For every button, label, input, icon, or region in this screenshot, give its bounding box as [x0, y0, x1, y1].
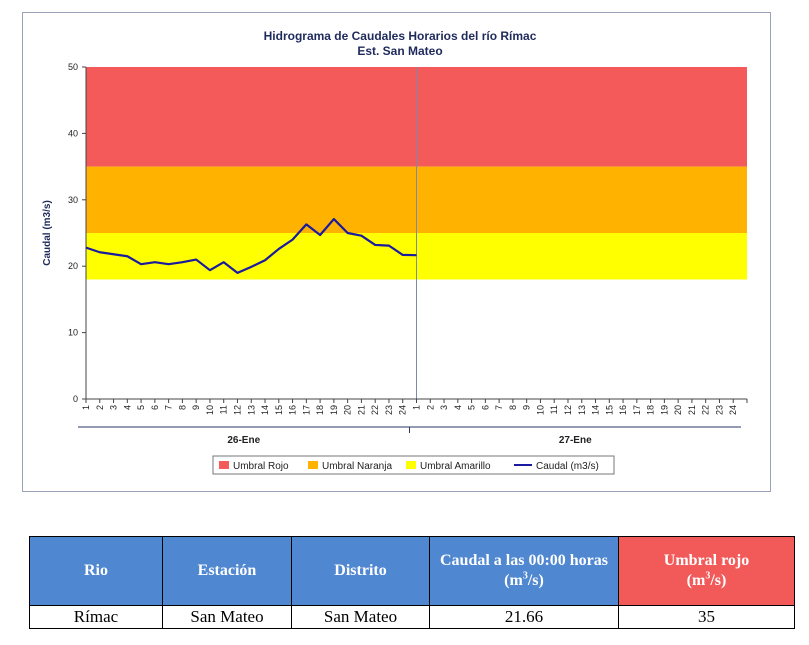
group-label: 27-Ene — [559, 435, 592, 446]
x-tick-label: 3 — [109, 405, 119, 410]
y-tick-label: 20 — [68, 261, 78, 271]
header-rio: Rio — [29, 536, 163, 606]
x-tick-label: 5 — [136, 405, 146, 410]
header-umbral-text: Umbral rojo — [663, 552, 750, 569]
cell-caudal: 21.66 — [429, 605, 619, 629]
header-umbral-rojo: Umbral rojo (m3/s) — [618, 536, 795, 606]
x-tick-label: 21 — [687, 405, 697, 415]
table-header-row: Rio Estación Distrito Caudal a las 00:00… — [29, 536, 795, 606]
data-table: Rio Estación Distrito Caudal a las 00:00… — [29, 536, 795, 629]
legend-label: Umbral Naranja — [322, 461, 392, 472]
x-tick-label: 19 — [659, 405, 669, 415]
cell-umbral: 35 — [618, 605, 795, 629]
legend-label: Umbral Amarillo — [420, 461, 491, 472]
y-axis-label: Caudal (m3/s) — [42, 200, 53, 266]
header-caudal: Caudal a las 00:00 horas (m3/s) — [429, 536, 619, 606]
x-tick-label: 9 — [191, 405, 201, 410]
x-tick-label: 18 — [646, 405, 656, 415]
x-tick-label: 15 — [604, 405, 614, 415]
chart-title: Hidrograma de Caudales Horarios del río … — [264, 29, 537, 43]
x-tick-label: 18 — [315, 405, 325, 415]
x-tick-label: 1 — [81, 405, 91, 410]
y-tick-label: 40 — [68, 128, 78, 138]
x-tick-label: 12 — [563, 405, 573, 415]
chart-frame: 0 10 20 30 40 50 1 2 3 4 5 6 7 8 9 10 11 12 13 14 15 16 17 18 19… — [22, 12, 771, 492]
x-tick-label: 5 — [467, 405, 477, 410]
x-tick-label: 17 — [632, 405, 642, 415]
legend-label: Caudal (m3/s) — [536, 461, 599, 472]
cell-distrito: San Mateo — [291, 605, 430, 629]
x-tick-label: 7 — [494, 405, 504, 410]
x-tick-label: 17 — [301, 405, 311, 415]
x-tick-label: 20 — [343, 405, 353, 415]
x-tick-label: 24 — [398, 405, 408, 415]
x-tick-label: 4 — [453, 405, 463, 410]
x-tick-label: 9 — [522, 405, 532, 410]
table-row: Rímac San Mateo San Mateo 21.66 35 — [29, 605, 795, 629]
x-tick-label: 22 — [370, 405, 380, 415]
x-tick-label: 14 — [260, 405, 270, 415]
x-tick-label: 19 — [329, 405, 339, 415]
x-tick-label: 14 — [591, 405, 601, 415]
x-tick-label: 23 — [384, 405, 394, 415]
x-tick-label: 1 — [412, 405, 422, 410]
x-tick-label: 12 — [232, 405, 242, 415]
x-tick-label: 3 — [439, 405, 449, 410]
legend-swatch — [308, 461, 318, 469]
x-tick-label: 10 — [535, 405, 545, 415]
x-tick-label: 22 — [701, 405, 711, 415]
legend-swatch — [406, 461, 416, 469]
x-tick-label: 6 — [150, 405, 160, 410]
header-caudal-text: Caudal a las 00:00 horas — [439, 552, 609, 569]
x-tick-label: 2 — [95, 405, 105, 410]
x-tick-label: 8 — [177, 405, 187, 410]
series-line — [85, 217, 417, 274]
x-tick-label: 23 — [714, 405, 724, 415]
x-tick-label: 13 — [577, 405, 587, 415]
x-tick-label: 21 — [356, 405, 366, 415]
header-caudal-unit: (m3/s) — [504, 570, 544, 589]
legend-label: Umbral Rojo — [233, 461, 289, 472]
x-tick-label: 16 — [288, 405, 298, 415]
x-tick-label: 24 — [728, 405, 738, 415]
x-tick-label: 16 — [618, 405, 628, 415]
x-tick-label: 11 — [219, 405, 229, 414]
group-label: 26-Ene — [227, 435, 260, 446]
header-umbral-unit: (m3/s) — [686, 570, 727, 589]
x-tick-label: 11 — [549, 405, 559, 414]
y-tick-label: 0 — [73, 394, 78, 404]
x-tick-label: 4 — [122, 405, 132, 410]
x-tick-label: 8 — [508, 405, 518, 410]
chart-subtitle: Est. San Mateo — [357, 44, 442, 58]
x-tick-label: 2 — [425, 405, 435, 410]
x-tick-label: 7 — [164, 405, 174, 410]
y-tick-label: 30 — [68, 195, 78, 205]
x-tick-label: 13 — [246, 405, 256, 415]
header-distrito: Distrito — [291, 536, 430, 606]
legend-swatch — [219, 461, 229, 469]
y-tick-label: 50 — [68, 62, 78, 72]
x-tick-label: 10 — [205, 405, 215, 415]
x-tick-label: 20 — [673, 405, 683, 415]
cell-estacion: San Mateo — [162, 605, 292, 629]
header-estacion: Estación — [162, 536, 292, 606]
x-tick-label: 6 — [480, 405, 490, 410]
x-tick-label: 15 — [274, 405, 284, 415]
y-tick-label: 10 — [68, 328, 78, 338]
cell-rio: Rímac — [29, 605, 163, 629]
